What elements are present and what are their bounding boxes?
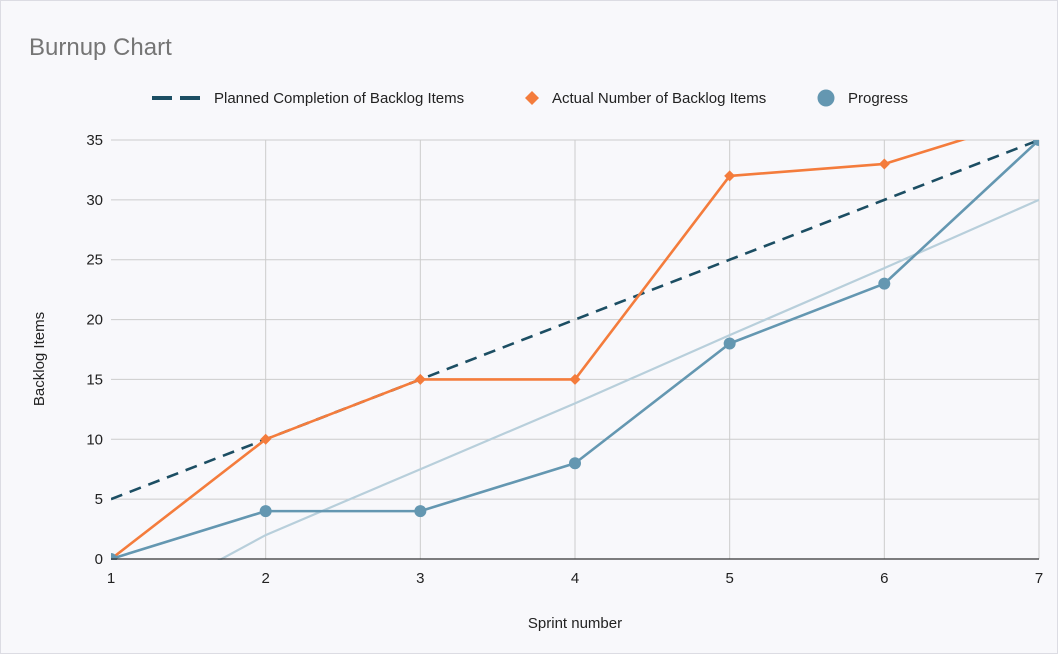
y-tick-label: 20 bbox=[86, 312, 103, 329]
legend-label: Planned Completion of Backlog Items bbox=[214, 90, 464, 107]
y-tick-label: 15 bbox=[86, 371, 103, 388]
legend-actual: Actual Number of Backlog Items bbox=[525, 90, 766, 107]
series-layer bbox=[111, 111, 1045, 560]
x-tick-label: 4 bbox=[571, 570, 579, 587]
progress-trendline bbox=[217, 198, 1039, 560]
progress-data-point bbox=[414, 505, 427, 518]
legend-progress: Progress bbox=[817, 89, 908, 107]
legend-label: Actual Number of Backlog Items bbox=[552, 90, 766, 107]
y-tick-label: 35 bbox=[86, 132, 103, 149]
trendline-layer bbox=[217, 198, 1039, 560]
actual-data-point bbox=[569, 373, 581, 385]
legend: Planned Completion of Backlog Items Actua… bbox=[152, 89, 908, 107]
x-tick-label: 7 bbox=[1035, 570, 1043, 587]
y-tick-label: 0 bbox=[95, 551, 103, 568]
x-tick-label: 6 bbox=[880, 570, 888, 587]
x-tick-label: 1 bbox=[107, 570, 115, 587]
y-tick-label: 10 bbox=[86, 431, 103, 448]
progress-data-point bbox=[1033, 140, 1039, 146]
progress-data-point bbox=[569, 457, 581, 470]
progress-data-point bbox=[723, 337, 736, 350]
actual-data-point bbox=[1034, 111, 1045, 122]
legend-swatch-circle bbox=[817, 89, 835, 107]
x-tick-label: 5 bbox=[725, 570, 733, 587]
legend-label: Progress bbox=[848, 90, 908, 107]
actual-data-point bbox=[724, 170, 736, 182]
progress-data-point bbox=[878, 277, 891, 290]
chart-title: Burnup Chart bbox=[29, 34, 172, 61]
x-tick-label: 3 bbox=[416, 570, 424, 587]
actual-data-point bbox=[878, 158, 890, 170]
y-tick-label: 5 bbox=[95, 491, 103, 508]
legend-swatch-diamond bbox=[525, 91, 539, 105]
y-tick-label: 30 bbox=[86, 192, 103, 209]
y-axis-label: Backlog Items bbox=[31, 312, 48, 406]
y-tick-label: 25 bbox=[86, 252, 103, 269]
x-tick-label: 2 bbox=[261, 570, 269, 587]
actual-data-point bbox=[260, 433, 272, 445]
grid bbox=[111, 139, 1040, 559]
legend-planned: Planned Completion of Backlog Items bbox=[152, 90, 464, 107]
progress-data-point bbox=[259, 505, 272, 518]
progress-data-point bbox=[111, 553, 117, 560]
actual-data-point bbox=[414, 373, 426, 385]
x-axis-label: Sprint number bbox=[528, 615, 622, 632]
axes: 0 5 10 15 20 25 30 35 1 2 3 4 5 6 7 bbox=[86, 132, 1043, 587]
